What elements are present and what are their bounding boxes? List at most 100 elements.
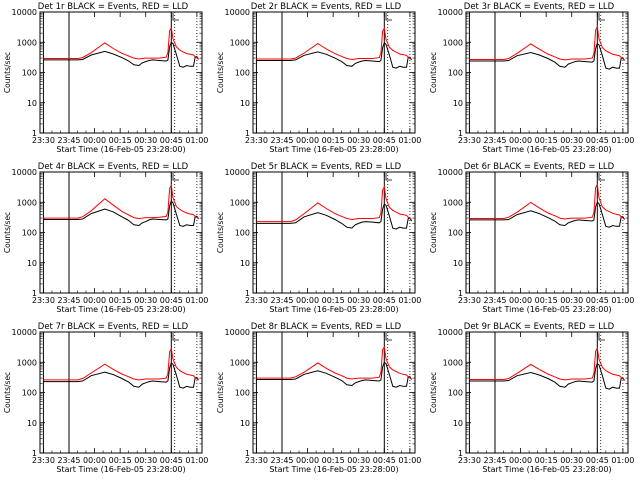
y-tick-label: 100 xyxy=(448,69,463,78)
panel-det-7: Det 7r BLACK = Events, RED = LLD 1 10 100 10… xyxy=(3,322,208,474)
y-tick-label: 1000 xyxy=(443,358,463,367)
panel-det-1: Det 1r BLACK = Events, RED = LLD 1 10 100 10… xyxy=(3,2,208,154)
y-tick-label: 1000 xyxy=(17,38,37,47)
interval-bracket xyxy=(385,333,393,341)
x-tick-label: 23:45 xyxy=(270,136,293,145)
x-tick-label: 00:00 xyxy=(83,296,106,305)
x-tick-label: 23:30 xyxy=(458,296,481,305)
y-tick-label: 1000 xyxy=(230,38,250,47)
x-axis-label: Start Time (16-Feb-05 23:28:00) xyxy=(56,145,185,154)
x-tick-label: 23:45 xyxy=(57,456,80,465)
plot-frame xyxy=(39,11,203,134)
x-tick-label: 00:00 xyxy=(83,136,106,145)
panel-title: Det 2r BLACK = Events, RED = LLD xyxy=(251,2,402,12)
y-tick-label: 10000 xyxy=(12,168,37,177)
y-axis-label: Counts/sec xyxy=(3,212,12,253)
series-lld-line xyxy=(43,26,199,60)
series-lld-line xyxy=(256,185,412,223)
x-tick-label: 00:45 xyxy=(586,136,609,145)
x-tick-label: 00:15 xyxy=(109,296,132,305)
x-axis-label: Start Time (16-Feb-05 23:28:00) xyxy=(56,305,185,314)
x-tick-label: 23:30 xyxy=(458,136,481,145)
x-tick-label: 01:00 xyxy=(185,296,208,305)
y-tick-label: 100 xyxy=(448,389,463,398)
y-tick-label: 10000 xyxy=(225,168,250,177)
y-tick-label: 100 xyxy=(235,389,250,398)
x-tick-label: 23:30 xyxy=(245,136,268,145)
x-tick-label: 01:00 xyxy=(185,456,208,465)
plot-frame xyxy=(252,11,416,134)
series-events-line xyxy=(256,203,413,230)
y-tick-label: 1000 xyxy=(17,198,37,207)
x-tick-label: 23:30 xyxy=(32,296,55,305)
x-tick-label: 01:00 xyxy=(398,296,421,305)
x-tick-label: 00:15 xyxy=(109,456,132,465)
x-tick-label: 01:00 xyxy=(611,456,634,465)
series-events-line xyxy=(256,42,413,69)
x-tick-label: 23:30 xyxy=(245,456,268,465)
y-tick-label: 10000 xyxy=(12,328,37,337)
plot-frame xyxy=(39,171,203,294)
x-tick-label: 00:45 xyxy=(373,456,396,465)
series-events-line xyxy=(469,362,626,390)
y-tick-label: 10 xyxy=(240,259,250,268)
series-events-line xyxy=(256,361,413,388)
y-tick-label: 10 xyxy=(27,419,37,428)
y-axis-label: Counts/sec xyxy=(429,372,438,413)
panel-det-3: Det 3r BLACK = Events, RED = LLD 1 10 100 10… xyxy=(429,2,634,154)
y-tick-label: 10000 xyxy=(225,8,250,17)
x-tick-label: 23:30 xyxy=(32,456,55,465)
x-tick-label: 00:30 xyxy=(347,296,370,305)
y-tick-label: 10 xyxy=(453,419,463,428)
plot-frame xyxy=(252,171,416,294)
x-tick-label: 23:30 xyxy=(458,456,481,465)
y-axis-label: Counts/sec xyxy=(3,372,12,413)
x-tick-label: 00:30 xyxy=(560,296,583,305)
x-tick-label: 00:15 xyxy=(109,136,132,145)
x-tick-label: 23:45 xyxy=(270,296,293,305)
panel-title: Det 9r BLACK = Events, RED = LLD xyxy=(464,322,615,332)
y-tick-label: 100 xyxy=(235,69,250,78)
y-axis-label: Counts/sec xyxy=(216,52,225,93)
y-tick-label: 10 xyxy=(453,259,463,268)
series-lld-line xyxy=(256,345,412,380)
interval-bracket xyxy=(598,173,606,181)
series-lld-line xyxy=(469,24,625,61)
x-axis-label: Start Time (16-Feb-05 23:28:00) xyxy=(269,465,398,474)
x-tick-label: 01:00 xyxy=(185,136,208,145)
plot-frame xyxy=(252,331,416,454)
y-tick-label: 1 xyxy=(458,289,463,298)
panel-title: Det 8r BLACK = Events, RED = LLD xyxy=(251,322,402,332)
panel-title: Det 6r BLACK = Events, RED = LLD xyxy=(464,162,615,172)
y-tick-label: 1 xyxy=(32,449,37,458)
y-tick-label: 10000 xyxy=(438,168,463,177)
x-tick-label: 00:00 xyxy=(296,456,319,465)
x-axis-label: Start Time (16-Feb-05 23:28:00) xyxy=(56,465,185,474)
panel-det-9: Det 9r BLACK = Events, RED = LLD 1 10 100 10… xyxy=(429,322,634,474)
x-tick-label: 01:00 xyxy=(611,296,634,305)
series-lld-line xyxy=(43,183,199,220)
x-tick-label: 00:30 xyxy=(347,456,370,465)
y-tick-label: 1 xyxy=(458,449,463,458)
panel-title: Det 1r BLACK = Events, RED = LLD xyxy=(38,2,189,12)
x-tick-label: 00:00 xyxy=(509,136,532,145)
y-tick-label: 100 xyxy=(22,389,37,398)
series-events-line xyxy=(43,41,200,68)
plot-frame xyxy=(39,331,203,454)
series-events-line xyxy=(469,42,626,70)
x-axis-label: Start Time (16-Feb-05 23:28:00) xyxy=(482,305,611,314)
y-tick-label: 10000 xyxy=(225,328,250,337)
x-tick-label: 23:45 xyxy=(57,296,80,305)
x-tick-label: 00:15 xyxy=(535,456,558,465)
x-tick-label: 00:30 xyxy=(347,136,370,145)
y-tick-label: 10 xyxy=(240,99,250,108)
interval-bracket xyxy=(598,13,606,21)
series-events-line xyxy=(43,362,200,389)
x-tick-label: 00:00 xyxy=(509,296,532,305)
x-tick-label: 00:45 xyxy=(160,456,183,465)
y-tick-label: 100 xyxy=(448,229,463,238)
y-tick-label: 1000 xyxy=(230,358,250,367)
x-tick-label: 00:45 xyxy=(586,456,609,465)
